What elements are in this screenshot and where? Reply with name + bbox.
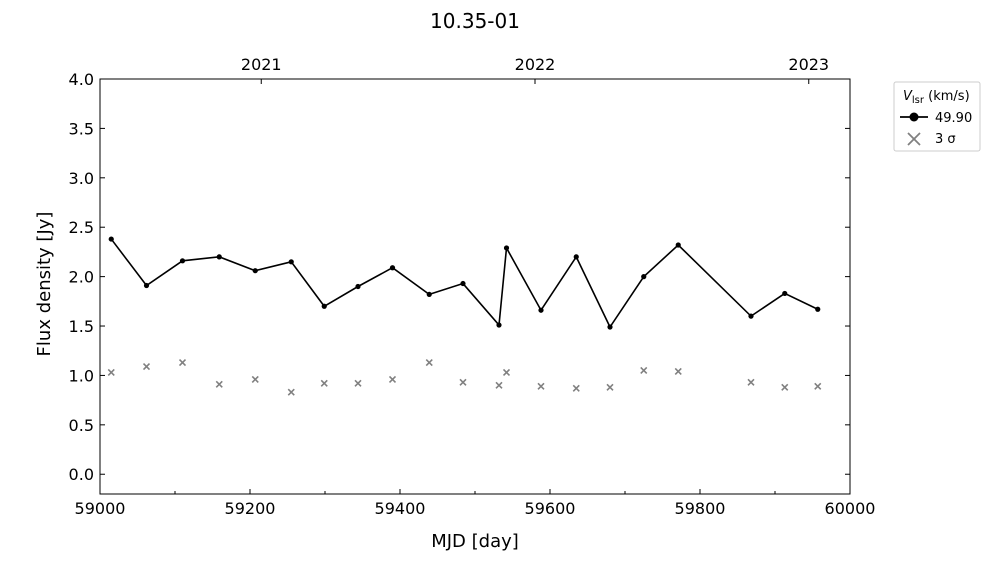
sigma-point: [747, 378, 755, 386]
y-tick-label: 1.5: [69, 317, 94, 336]
y-tick-label: 4.0: [69, 70, 94, 89]
sigma-point: [287, 388, 295, 396]
sigma-point: [107, 368, 115, 377]
x-axis-label: MJD [day]: [431, 531, 519, 552]
data-point: [288, 259, 294, 265]
y-tick-label: 2.5: [69, 218, 94, 237]
top-tick-label: 2021: [241, 55, 282, 74]
data-point: [503, 245, 510, 251]
data-point: [675, 242, 681, 248]
sigma-point: [178, 359, 187, 367]
data-point: [389, 265, 396, 271]
sigma-point: [537, 382, 545, 390]
sigma-point: [781, 383, 789, 391]
x-axis: 59000 59200 59400 59600 59800 60000: [75, 489, 876, 518]
x-tick-label: 59000: [75, 499, 126, 518]
legend-label-3sigma: 3 σ: [935, 132, 956, 147]
data-point: [607, 324, 613, 330]
legend-dot-marker: [909, 112, 919, 122]
top-axis: 2021 2022 2023: [241, 55, 829, 84]
legend: Vlsr (km/s) 49.90 3 σ: [893, 81, 981, 152]
y-tick-label: 3.5: [69, 119, 94, 138]
sigma-point: [502, 368, 511, 377]
y-tick-label: 0.0: [69, 465, 94, 484]
data-point: [355, 283, 361, 290]
data-point: [573, 254, 579, 260]
sigma-point: [495, 381, 503, 389]
legend-box: [893, 81, 981, 152]
data-point: [108, 236, 114, 242]
legend-title: Vlsr (km/s): [903, 89, 970, 106]
sigma-point: [388, 375, 397, 383]
data-point: [179, 258, 186, 264]
sigma-point: [215, 380, 223, 388]
top-tick-label: 2023: [788, 55, 829, 74]
sigma-point: [459, 378, 467, 386]
y-axis: 0.0 0.5 1.0 1.5 2.0 2.5 3.0 3.5 4.0: [69, 70, 850, 484]
data-point: [426, 291, 432, 298]
sigma-point: [640, 366, 648, 375]
data-point: [496, 322, 502, 328]
plot-area: [99, 78, 851, 495]
y-tick-label: 3.0: [69, 169, 94, 188]
legend-label-49-90: 49.90: [935, 111, 972, 126]
data-point: [782, 290, 788, 297]
y-tick-label: 0.5: [69, 416, 94, 435]
x-tick-label: 59400: [375, 499, 426, 518]
y-tick-label: 2.0: [69, 268, 94, 287]
sigma-point: [354, 379, 362, 387]
series-3sigma: [107, 359, 822, 396]
x-tick-label: 59800: [675, 499, 726, 518]
chart-title: 10.35-01: [430, 9, 520, 33]
sigma-point: [674, 367, 682, 376]
data-point: [748, 313, 754, 319]
y-axis-label: Flux density [Jy]: [34, 212, 55, 357]
x-tick-label: 60000: [825, 499, 876, 518]
series-49-90: [108, 236, 821, 330]
sigma-point: [320, 379, 328, 387]
data-point: [538, 307, 544, 313]
sigma-point: [142, 362, 151, 371]
x-tick-label: 59200: [225, 499, 276, 518]
data-point: [252, 268, 258, 274]
data-point: [216, 254, 222, 260]
sigma-point: [425, 359, 433, 367]
sigma-point: [606, 383, 614, 391]
sigma-point: [251, 375, 259, 383]
data-point: [460, 280, 466, 287]
data-point: [815, 306, 821, 312]
data-point: [143, 282, 150, 289]
top-tick-label: 2022: [515, 55, 556, 74]
y-tick-label: 1.0: [69, 366, 94, 385]
x-tick-label: 59600: [525, 499, 576, 518]
data-point: [641, 274, 647, 280]
data-point: [321, 303, 327, 309]
legend-x-marker: [907, 132, 921, 146]
sigma-point: [572, 384, 580, 392]
sigma-point: [814, 382, 822, 390]
